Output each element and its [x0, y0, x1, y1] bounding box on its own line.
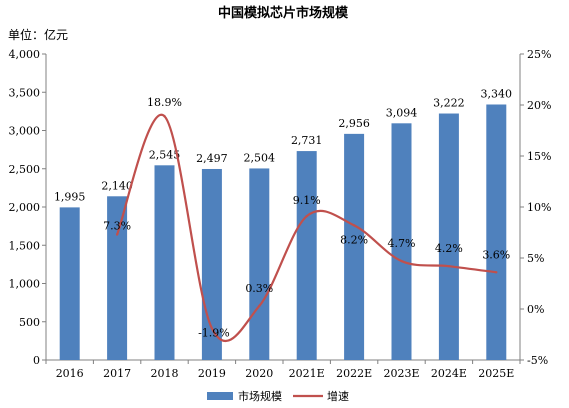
line-data-labels: 7.3% 18.9% -1.9% 0.3% 9.1% 8.2% 4.7% 4.2% 3.6%: [103, 96, 510, 339]
bar-data-label: 2,956: [338, 117, 370, 130]
bar: [59, 207, 80, 360]
bar-data-label: 2,140: [101, 179, 133, 192]
line-data-label: 8.2%: [340, 233, 368, 246]
y-right-tick-label: 5%: [527, 252, 544, 265]
growth-point: [163, 115, 166, 118]
bar-data-label: 3,094: [386, 106, 418, 119]
line-data-label: 7.3%: [103, 220, 131, 233]
line-data-label: 9.1%: [293, 194, 321, 207]
bar-data-label: 2,545: [149, 148, 181, 161]
legend-bar-swatch: [207, 392, 233, 400]
x-tick-label: 2017: [103, 367, 131, 380]
y-left-tick-label: 500: [19, 316, 40, 329]
y-right-tick-label: 20%: [527, 99, 551, 112]
bar: [438, 113, 459, 360]
bar-data-label: 3,222: [433, 97, 465, 110]
line-data-label: 4.7%: [388, 237, 416, 250]
x-tick-label: 2021E: [289, 367, 325, 380]
line-data-label: 0.3%: [245, 282, 273, 295]
growth-point: [258, 304, 261, 308]
y-left-tick-label: 0: [33, 354, 40, 367]
growth-point: [495, 271, 498, 274]
x-tick-label: 2019: [198, 367, 226, 380]
x-tick-label: 2024E: [431, 367, 467, 380]
bar-data-label: 2,731: [291, 134, 323, 147]
y-left-tick-label: 4,000: [9, 48, 41, 61]
growth-point: [210, 327, 214, 330]
bar-data-label: 3,340: [481, 87, 513, 100]
y-left-tick-label: 2,000: [9, 201, 41, 214]
y-left-tick-label: 3,500: [9, 86, 41, 99]
legend-line-label: 增速: [327, 389, 349, 403]
y-left-tick-label: 1,000: [9, 278, 41, 291]
y-left-tick-label: 2,500: [9, 163, 41, 176]
y-right-tick-label: 10%: [527, 201, 551, 214]
growth-point: [447, 264, 451, 268]
line-data-label: 4.2%: [435, 242, 463, 255]
line-data-label: 3.6%: [482, 248, 510, 261]
bar-data-label: 1,995: [54, 190, 86, 203]
legend-bar-label: 市场规模: [238, 389, 282, 403]
x-tick-label: 2018: [151, 367, 179, 380]
growth-point: [400, 259, 403, 263]
bar: [154, 165, 175, 360]
growth-point: [115, 233, 119, 236]
bar-data-label: 2,504: [244, 151, 276, 164]
y-right-tick-label: -5%: [527, 354, 548, 367]
bar: [391, 123, 412, 361]
bar: [486, 104, 507, 361]
y-right-tick-label: 25%: [527, 48, 551, 61]
x-tick-label: 2022E: [336, 367, 372, 380]
axes: 0 500 1,000 1,500 2,000 2,500 3,000 3,500 4,000 -…: [9, 48, 552, 380]
y-right-tick-label: 0%: [527, 303, 544, 316]
bar-data-label: 2,497: [196, 152, 228, 165]
bar-data-labels: 1,995 2,140 2,545 2,497 2,504 2,731 2,956 3,094…: [54, 87, 512, 203]
chart-title: 中国模拟芯片市场规模: [218, 5, 349, 21]
growth-point: [352, 224, 356, 227]
x-tick-label: 2025E: [478, 367, 514, 380]
x-tick-label: 2020: [245, 367, 273, 380]
bar: [249, 168, 270, 360]
unit-label: 单位：亿元: [8, 27, 68, 42]
bar: [344, 133, 365, 360]
line-series: [115, 113, 498, 343]
x-tick-label: 2023E: [383, 367, 419, 380]
y-right-tick-label: 15%: [527, 150, 551, 163]
growth-point: [305, 214, 308, 218]
y-left-tick-label: 3,000: [9, 125, 41, 138]
bar: [107, 196, 128, 360]
legend: 市场规模 增速: [207, 389, 349, 403]
x-tick-label: 2016: [56, 367, 84, 380]
line-data-label: -1.9%: [198, 326, 230, 339]
bar: [296, 151, 317, 360]
line-data-label: 18.9%: [147, 96, 182, 109]
y-left-tick-label: 1,500: [9, 239, 41, 252]
